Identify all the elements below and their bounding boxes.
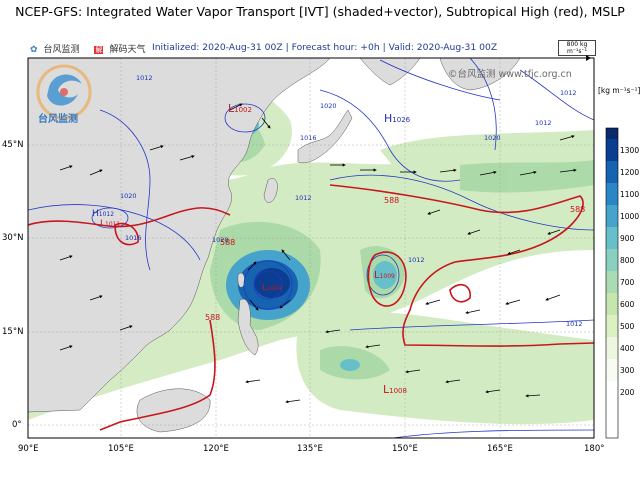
brand-logo-text: 台风监测	[38, 114, 78, 125]
ivt-vectors	[59, 103, 577, 404]
svg-text:1020: 1020	[120, 192, 137, 200]
svg-text:1012: 1012	[566, 320, 583, 328]
logo-bar: ✿ 台风监测 解解码天气	[30, 42, 157, 55]
plot-frame	[27, 57, 595, 439]
isobar-value-labels: 1012 1020 1016 1020 1016 1020 1012 1012 …	[120, 74, 583, 328]
colorbar-tick: 1000	[620, 212, 639, 221]
mslp-isobars	[28, 58, 594, 438]
subtropical-high-contour	[28, 184, 594, 431]
sea-of-okhotsk-coast	[359, 58, 421, 86]
colorbar: 1300 1200 1100 1000 900 800 700 600 500 …	[605, 127, 639, 439]
svg-text:1020: 1020	[484, 134, 501, 142]
taiwan	[237, 272, 245, 288]
svg-text:1012: 1012	[535, 119, 552, 127]
colorbar-tick: 1100	[620, 190, 639, 199]
japan	[297, 109, 353, 164]
high-pressure-label: H1026	[384, 112, 411, 125]
svg-text:588: 588	[220, 238, 235, 247]
initialized-time: Initialized: 2020-Aug-31 00Z	[152, 42, 283, 53]
svg-text:1020: 1020	[212, 236, 229, 244]
svg-text:1012: 1012	[560, 89, 577, 97]
typhoon-monitor-logo: ✿ 台风监测	[30, 45, 80, 55]
svg-text:1016: 1016	[125, 234, 142, 242]
pressure-system-labels: L1002 H1026 L1004 L1009 L1008 H1012 L101…	[92, 102, 411, 396]
vector-reference-label: 800 kg m⁻¹s⁻¹	[566, 41, 588, 55]
colorbar-tick: 200	[620, 388, 635, 397]
svg-text:1012: 1012	[408, 256, 425, 264]
low-pressure-label: L1008	[383, 383, 407, 396]
typhoon-icon: ✿	[30, 45, 38, 55]
colorbar-tick: 1200	[620, 168, 639, 177]
svg-text:1012: 1012	[295, 194, 312, 202]
forecast-hour: Forecast hour: +0h	[291, 42, 380, 53]
svg-text:1012: 1012	[136, 74, 153, 82]
decode-weather-logo: 解解码天气	[94, 45, 146, 55]
low-pressure-label: L1002	[228, 102, 252, 115]
chart-title: NCEP-GFS: Integrated Water Vapor Transpo…	[15, 4, 625, 19]
korea	[263, 178, 278, 203]
valid-time: Valid: 2020-Aug-31 00Z	[388, 42, 498, 53]
philippines	[237, 298, 259, 356]
colorbar-tick: 900	[620, 234, 635, 243]
svg-text:588: 588	[205, 313, 220, 322]
lat-label: 0°	[12, 420, 22, 430]
typhoon-monitor-brand-icon	[36, 64, 92, 120]
colorbar-tick: 1300	[620, 146, 639, 155]
vector-reference-key: 800 kg m⁻¹s⁻¹	[558, 40, 596, 61]
lon-label: 135°E	[297, 444, 323, 454]
svg-text:588: 588	[384, 196, 399, 205]
lat-label: 15°N	[2, 327, 24, 337]
colorbar-tick: 600	[620, 300, 635, 309]
watermark: ©台风监测 www.tfjc.org.cn	[448, 69, 572, 80]
high-pressure-label: H1012	[92, 209, 114, 219]
separator: |	[285, 42, 289, 53]
lat-label: 30°N	[2, 233, 24, 243]
map-plot-area: L1002 H1026 L1004 L1009 L1008 H1012 L101…	[28, 58, 594, 438]
lon-label: 105°E	[108, 444, 134, 454]
lon-label: 90°E	[18, 444, 39, 454]
lon-label: 180°	[584, 444, 605, 454]
low-pressure-label: L1011	[100, 219, 120, 229]
run-info: Initialized: 2020-Aug-31 00Z | Forecast …	[152, 42, 497, 53]
low-pressure-label: L1009	[374, 270, 395, 281]
decode-weather-icon: 解	[94, 46, 104, 54]
lon-label: 120°E	[203, 444, 229, 454]
low-pressure-label: L1004	[262, 283, 282, 293]
colorbar-unit: [kg m⁻¹s⁻¹]	[598, 86, 640, 95]
separator: |	[382, 42, 386, 53]
lon-label: 150°E	[392, 444, 418, 454]
colorbar-tick: 700	[620, 278, 635, 287]
reference-arrow-icon	[559, 55, 595, 61]
lon-label: 165°E	[487, 444, 513, 454]
colorbar-tick: 300	[620, 366, 635, 375]
svg-text:588: 588	[570, 205, 585, 214]
svg-text:1016: 1016	[300, 134, 317, 142]
colorbar-tick: 500	[620, 322, 635, 331]
lat-lon-grid	[28, 58, 594, 438]
svg-text:1020: 1020	[320, 102, 337, 110]
subtropical-high-labels: 588 588 588 588	[205, 196, 585, 322]
lat-label: 45°N	[2, 140, 24, 150]
colorbar-tick: 800	[620, 256, 635, 265]
colorbar-tick: 400	[620, 344, 635, 353]
